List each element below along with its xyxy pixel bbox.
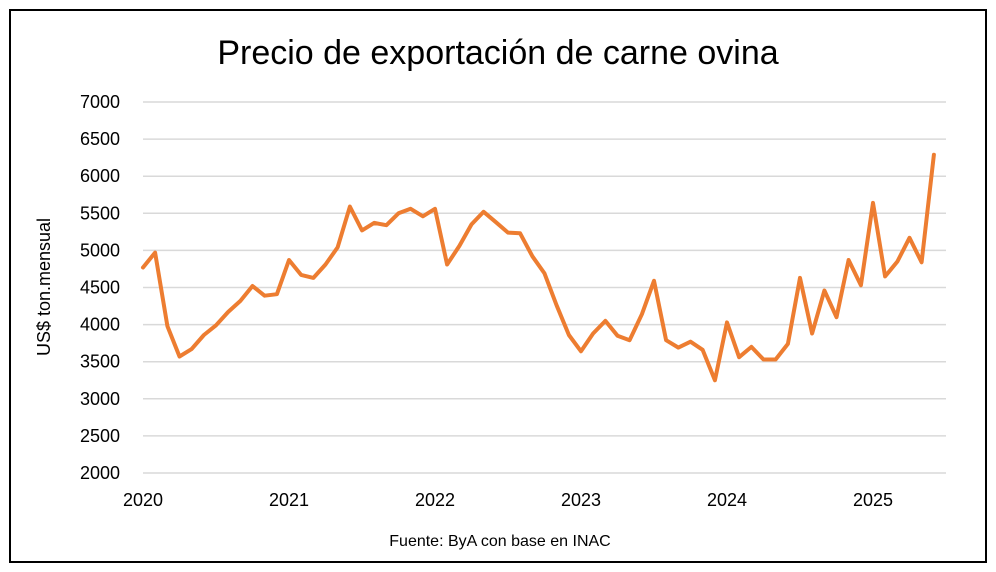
y-tick-label: 5000 — [80, 240, 120, 260]
x-tick-label: 2025 — [853, 490, 893, 510]
x-tick-label: 2020 — [123, 490, 163, 510]
gridlines — [143, 101, 946, 474]
y-tick-label: 5500 — [80, 203, 120, 223]
y-tick-label: 7000 — [80, 92, 120, 112]
x-tick-label: 2022 — [415, 490, 455, 510]
y-tick-label: 3500 — [80, 352, 120, 372]
y-tick-label: 4500 — [80, 278, 120, 298]
x-tick-label: 2024 — [707, 490, 747, 510]
y-axis-label: US$ ton.mensual — [34, 218, 54, 356]
y-tick-label: 2500 — [80, 426, 120, 446]
y-tick-label: 6000 — [80, 166, 120, 186]
source-note: Fuente: ByA con base en INAC — [389, 533, 610, 550]
y-tick-label: 3000 — [80, 389, 120, 409]
y-axis-ticks: 7000 6500 6000 5500 5000 4500 4000 3500 3000 2500… — [80, 92, 120, 483]
x-axis-ticks: 2020 2021 2022 2023 2024 2025 — [123, 490, 893, 510]
series-line-0 — [141, 152, 936, 383]
y-tick-label: 6500 — [80, 129, 120, 149]
series-layer — [141, 152, 936, 383]
y-tick-label: 4000 — [80, 315, 120, 335]
y-tick-label: 2000 — [80, 463, 120, 483]
x-tick-label: 2023 — [561, 490, 601, 510]
x-tick-label: 2021 — [269, 490, 309, 510]
chart-title: Precio de exportación de carne ovina — [217, 34, 778, 72]
